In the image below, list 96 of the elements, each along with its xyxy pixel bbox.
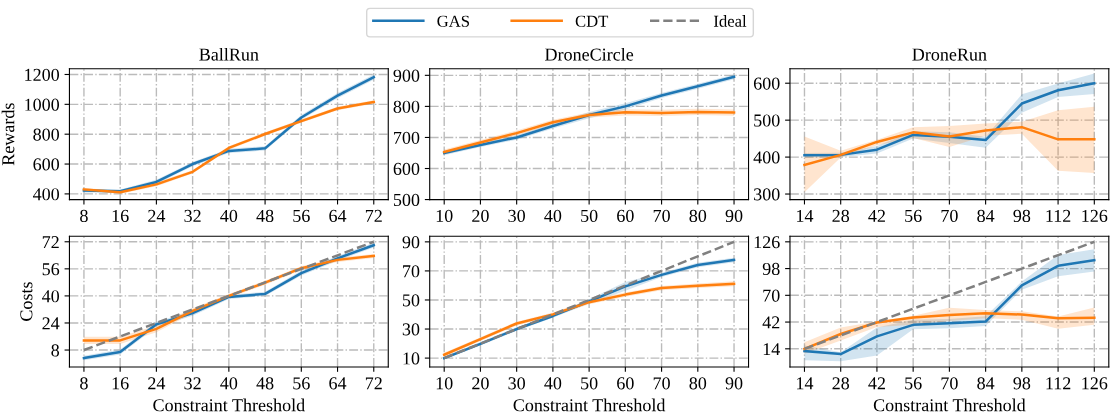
y-tick-label: 126 [754,236,780,249]
chart-title: BallRun [199,47,259,61]
legend-label: GAS [437,15,469,27]
x-tick-label: 28 [832,209,850,222]
x-tick-label: 80 [689,377,707,390]
x-tick-label: 126 [1082,377,1108,390]
y-axis-title: Costs [20,282,33,321]
x-tick-label: 40 [220,377,238,390]
x-tick-label: 10 [436,377,453,390]
x-tick-label: 70 [653,377,670,390]
x-tick-label: 20 [472,209,489,222]
x-tick-label: 48 [256,377,274,390]
y-tick-label: 98 [762,262,780,276]
x-tick-label: 84 [977,377,995,390]
x-tick-label: 56 [293,377,310,390]
x-tick-label: 126 [1082,209,1108,222]
y-tick-label: 90 [402,236,420,249]
y-tick-label: 8 [51,344,60,357]
x-tick-label: 48 [256,209,274,222]
x-tick-label: 112 [1046,209,1071,222]
line-series [803,125,1096,167]
x-tick-label: 40 [220,209,238,222]
x-tick-label: 90 [725,209,743,222]
y-tick-label: 56 [42,263,60,276]
x-tick-label: 56 [905,377,922,390]
x-tick-label: 98 [1013,377,1031,390]
x-tick-label: 16 [112,209,129,222]
y-tick-label: 400 [753,151,780,164]
x-tick-label: 8 [80,209,88,222]
y-tick-label: 300 [754,188,780,201]
x-tick-label: 56 [905,209,922,222]
y-axis-title: Rewards [1,103,15,166]
x-axis-title: Constraint Threshold [513,398,666,412]
x-tick-label: 64 [329,209,347,222]
x-tick-label: 30 [508,377,525,390]
x-axis-title: Constraint Threshold [873,398,1026,412]
chart-title: DroneRun [912,48,987,61]
x-tick-label: 8 [80,377,88,390]
x-tick-label: 14 [797,209,814,222]
y-tick-label: 1000 [25,98,60,111]
x-tick-label: 24 [148,377,166,390]
x-tick-label: 20 [472,377,489,390]
y-tick-label: 900 [393,69,420,82]
x-tick-label: 16 [112,377,129,390]
x-tick-label: 14 [797,377,814,390]
line-series [803,240,1096,351]
x-tick-label: 70 [941,209,958,222]
x-tick-label: 72 [365,209,382,222]
x-tick-label: 56 [293,209,310,222]
y-tick-label: 40 [42,290,60,303]
y-tick-label: 600 [393,162,420,175]
legend-label: Ideal [713,15,747,27]
x-tick-label: 72 [365,377,382,390]
x-tick-label: 28 [832,377,850,390]
x-tick-label: 64 [329,377,347,390]
x-tick-label: 112 [1046,377,1071,390]
x-axis-title: Constraint Threshold [153,398,305,412]
x-tick-label: 84 [977,209,995,222]
y-tick-label: 500 [754,114,780,127]
chart-title: DroneCircle [545,47,634,61]
y-tick-label: 600 [753,77,780,90]
y-tick-label: 500 [393,193,420,207]
x-tick-label: 50 [581,377,598,390]
x-tick-label: 40 [544,209,562,222]
x-tick-label: 40 [544,377,562,390]
x-tick-label: 80 [689,209,707,222]
x-tick-label: 32 [184,377,201,390]
y-tick-label: 800 [33,128,60,141]
y-tick-label: 24 [42,317,60,330]
y-tick-label: 800 [393,100,420,113]
x-tick-label: 98 [1013,209,1031,222]
x-tick-label: 50 [581,209,598,222]
x-tick-label: 24 [148,209,166,222]
x-tick-label: 30 [508,209,525,222]
x-tick-label: 90 [725,377,743,390]
x-tick-label: 10 [436,209,453,222]
y-tick-label: 1200 [25,68,60,81]
y-tick-label: 50 [402,294,420,307]
y-tick-label: 70 [763,289,780,302]
legend-label: CDT [575,15,609,27]
x-tick-label: 60 [617,209,634,222]
y-tick-label: 10 [403,352,420,365]
y-tick-label: 14 [763,343,780,356]
x-tick-label: 60 [617,377,634,390]
x-tick-label: 70 [653,209,670,222]
x-tick-label: 42 [868,209,885,222]
y-tick-label: 400 [32,188,60,201]
y-tick-label: 700 [394,131,420,144]
y-tick-label: 70 [403,265,420,278]
x-tick-label: 42 [868,377,885,390]
x-tick-label: 70 [941,377,958,390]
y-tick-label: 30 [402,323,420,336]
y-tick-label: 600 [33,158,60,171]
x-tick-label: 32 [184,209,201,222]
y-tick-label: 72 [42,236,59,249]
y-tick-label: 42 [762,316,780,329]
